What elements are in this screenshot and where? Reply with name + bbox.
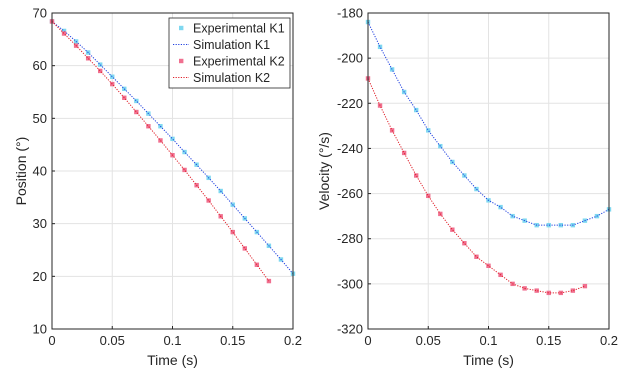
data-point <box>98 62 103 67</box>
data-point <box>474 186 479 192</box>
legend-label: Simulation K1 <box>193 38 270 52</box>
legend-swatch <box>179 58 184 64</box>
x-tick-label: 0.05 <box>100 333 125 348</box>
x-tick-label: 0 <box>48 333 55 348</box>
data-point <box>414 107 419 113</box>
data-point <box>426 193 431 199</box>
x-tick-label: 0.15 <box>220 333 245 348</box>
y-tick-label: 30 <box>33 216 47 231</box>
data-point <box>486 263 491 268</box>
y-axis-label: Position (°) <box>13 137 29 206</box>
series-line-2 <box>367 21 610 226</box>
y-tick-label: 20 <box>33 269 47 284</box>
y-tick-label: -200 <box>337 51 363 66</box>
y-tick-label: -180 <box>337 6 363 21</box>
data-point <box>170 136 175 142</box>
data-point <box>110 74 115 79</box>
x-tick-label: 0 <box>364 333 371 348</box>
data-point <box>158 138 163 143</box>
y-tick-label: 40 <box>33 164 47 179</box>
data-point <box>558 222 563 228</box>
data-point <box>61 31 67 36</box>
y-tick-label: -280 <box>337 231 363 246</box>
data-point <box>61 28 67 34</box>
data-point <box>230 229 235 235</box>
data-point <box>182 167 187 173</box>
data-point <box>498 204 503 210</box>
legend-label: Simulation K2 <box>193 71 270 85</box>
data-point <box>462 241 467 246</box>
y-tick-label: 70 <box>33 6 47 21</box>
data-point <box>134 109 139 115</box>
y-tick-label: -220 <box>337 96 363 111</box>
data-point <box>414 173 419 178</box>
data-point <box>85 56 91 61</box>
y-tick-label: 50 <box>33 111 47 126</box>
data-point <box>426 128 431 133</box>
data-point <box>570 288 576 293</box>
data-point <box>534 288 539 293</box>
data-point <box>242 246 247 251</box>
x-tick-label: 0.1 <box>163 333 181 348</box>
y-tick-label: -300 <box>337 276 363 291</box>
y-tick-label: -320 <box>337 322 363 337</box>
data-point <box>98 68 103 74</box>
chart-panel-1: 0 0.05 0.1 0.15 0.2 10 20 30 40 50 60 70 Time (s) Pos… <box>13 6 302 369</box>
data-point <box>134 98 139 104</box>
data-point <box>546 290 551 296</box>
x-tick-label: 0.15 <box>536 333 561 348</box>
legend: Experimental K1 Simulation K1 Experimental… <box>168 17 291 89</box>
legend-box <box>168 17 291 89</box>
data-point <box>401 150 407 156</box>
y-tick-label: -260 <box>337 186 363 201</box>
x-tick-label: 0.05 <box>416 333 441 348</box>
legend-label: Experimental K2 <box>193 55 285 69</box>
y-tick-label: 60 <box>33 58 47 73</box>
data-point <box>377 44 383 50</box>
data-point <box>582 283 588 289</box>
legend-label: Experimental K1 <box>193 22 285 36</box>
x-tick-label: 0.1 <box>479 333 497 348</box>
data-point <box>546 222 551 228</box>
data-point <box>450 227 455 232</box>
data-point <box>266 278 272 284</box>
x-tick-label: 0.2 <box>284 333 302 348</box>
chart-panel-2: 0 0.05 0.1 0.15 0.2 -320 -300 -280 -260 -240 -220 -… <box>316 6 618 369</box>
x-tick-label: 0.2 <box>600 333 618 348</box>
y-tick-label: -240 <box>337 141 363 156</box>
data-point <box>254 262 260 267</box>
y-tick-label: 10 <box>33 322 47 337</box>
legend-swatch <box>179 25 184 31</box>
x-axis-label: Time (s) <box>463 352 514 368</box>
data-point <box>462 173 467 178</box>
x-axis-label: Time (s) <box>147 352 198 368</box>
data-point <box>206 198 211 203</box>
y-axis-label: Velocity (°/s) <box>316 132 332 210</box>
data-point <box>182 149 187 155</box>
data-point <box>146 124 151 129</box>
data-point <box>474 254 479 259</box>
